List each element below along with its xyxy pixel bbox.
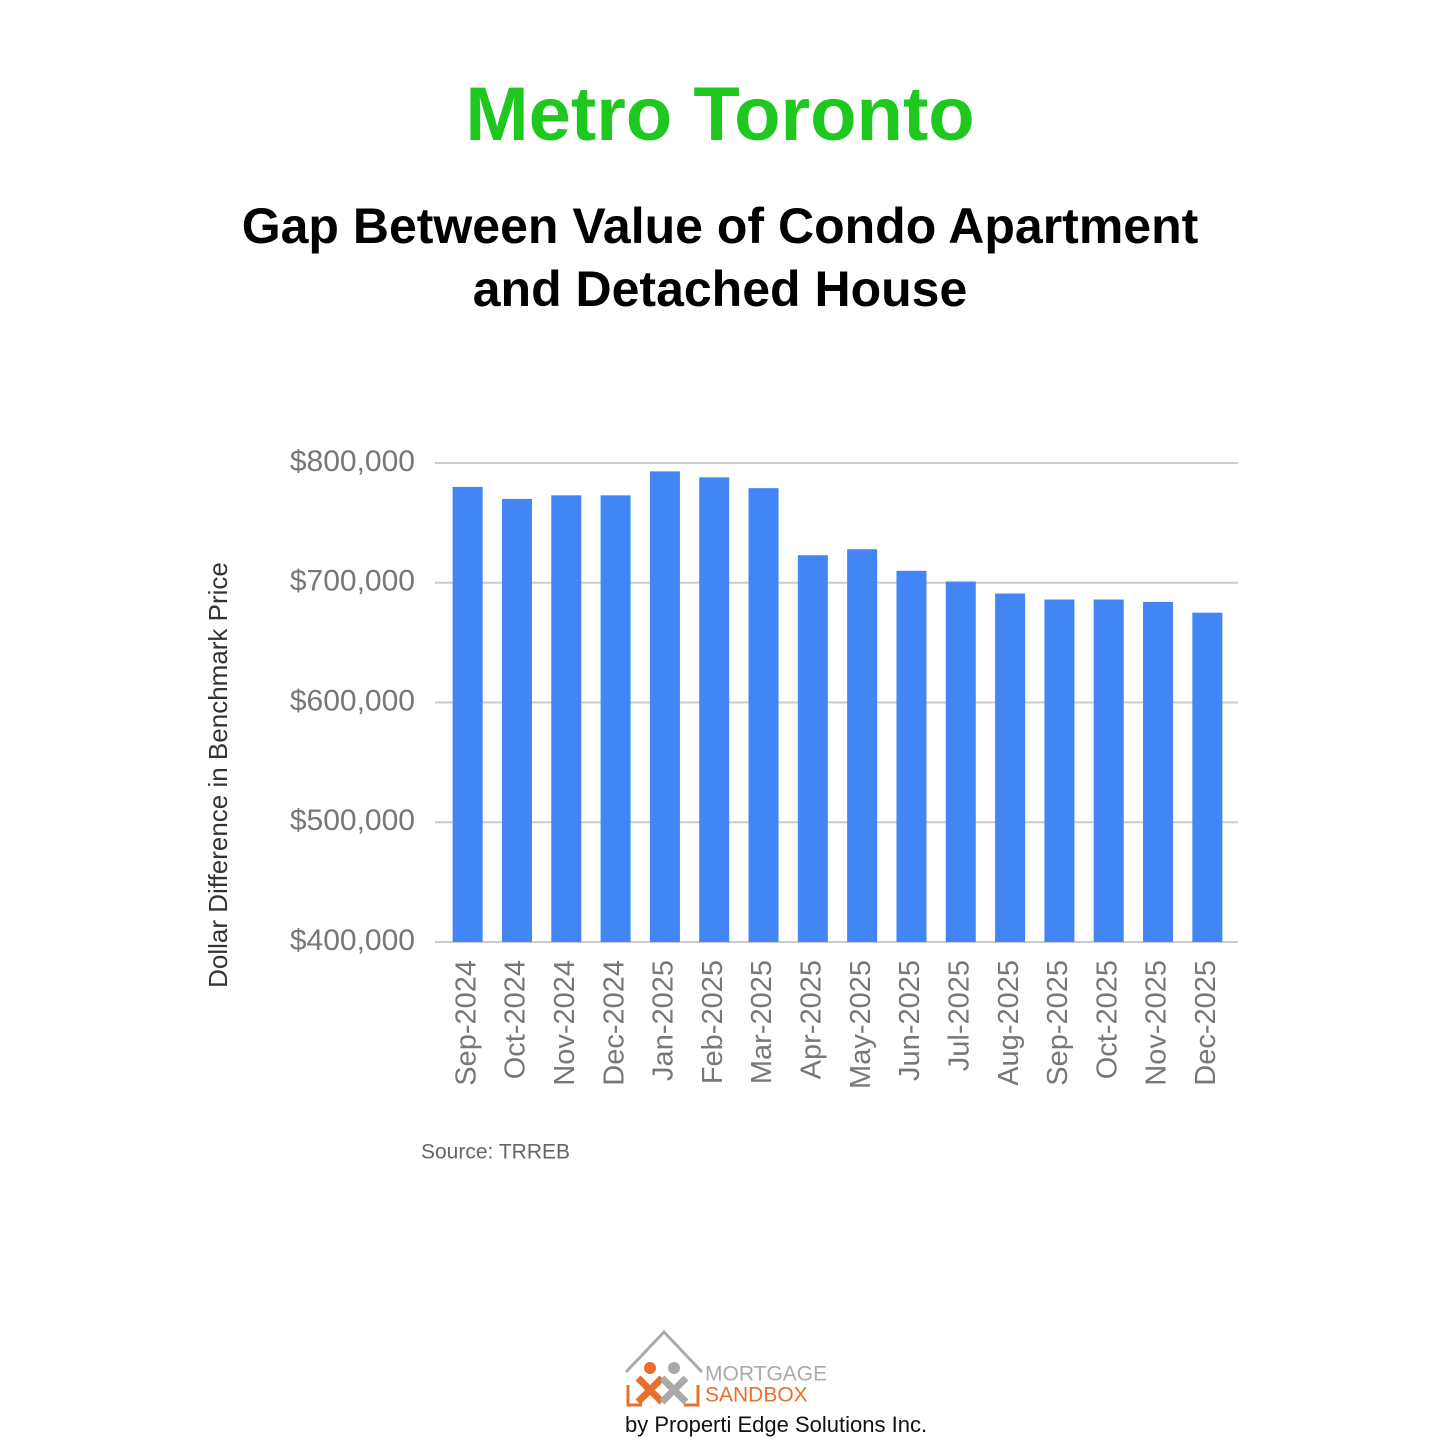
x-tick-label: Oct-2024: [500, 960, 532, 1079]
logo-text: SANDBOX: [705, 1384, 808, 1407]
logo-figure: [659, 1375, 689, 1405]
bar: [797, 555, 828, 942]
x-tick-label: Oct-2025: [1091, 960, 1123, 1079]
bar: [748, 488, 779, 942]
logo-figure: [668, 1362, 680, 1374]
chart-title: Metro Toronto: [465, 72, 974, 157]
logo-figure: [644, 1362, 656, 1374]
x-tick-label: Nov-2025: [1141, 960, 1173, 1086]
bar: [1044, 599, 1075, 942]
logo-bracket: [626, 1385, 700, 1407]
x-tick-label: Dec-2024: [598, 960, 630, 1086]
logo-byline: by Properti Edge Solutions Inc.: [625, 1412, 927, 1437]
bar: [600, 495, 631, 942]
bar: [501, 498, 532, 942]
bar: [551, 495, 582, 942]
source-note: Source: TRREB: [421, 1141, 570, 1164]
bar: [699, 477, 730, 942]
y-tick-label: $700,000: [290, 565, 415, 598]
x-tick-label: May-2025: [845, 960, 877, 1089]
x-tick-label: Dec-2025: [1190, 960, 1222, 1086]
y-tick-label: $600,000: [290, 684, 415, 717]
x-tick-label: Sep-2024: [450, 960, 482, 1086]
x-tick-label: Aug-2025: [993, 960, 1025, 1086]
x-tick-label: Sep-2025: [1042, 960, 1074, 1086]
chart-subtitle: and Detached House: [473, 261, 968, 317]
bar: [1192, 612, 1223, 942]
bar: [1093, 599, 1124, 942]
x-tick-label: Jan-2025: [648, 960, 680, 1081]
bar: [847, 549, 878, 942]
x-tick-label: Jul-2025: [943, 960, 975, 1071]
logo-roof: [624, 1329, 704, 1374]
bar: [945, 581, 976, 942]
bar: [649, 471, 680, 942]
bar: [452, 486, 483, 942]
logo-figure: [635, 1375, 665, 1405]
logo: MORTGAGE SANDBOX by Properti Edge Soluti…: [624, 1329, 927, 1437]
x-tick-label: Jun-2025: [894, 960, 926, 1081]
x-tick-label: Feb-2025: [697, 960, 729, 1084]
x-tick-label: Apr-2025: [796, 960, 828, 1079]
y-axis-label: Dollar Difference in Benchmark Price: [203, 562, 233, 988]
logo-text: MORTGAGE: [705, 1363, 827, 1386]
y-tick-label: $400,000: [290, 924, 415, 957]
bar: [896, 570, 927, 942]
y-tick-label: $800,000: [290, 445, 415, 478]
y-tick-label: $500,000: [290, 804, 415, 837]
x-tick-label: Nov-2024: [549, 960, 581, 1086]
bar: [995, 593, 1026, 942]
chart-subtitle: Gap Between Value of Condo Apartment: [242, 198, 1199, 254]
x-tick-label: Mar-2025: [746, 960, 778, 1084]
bar: [1143, 601, 1174, 942]
